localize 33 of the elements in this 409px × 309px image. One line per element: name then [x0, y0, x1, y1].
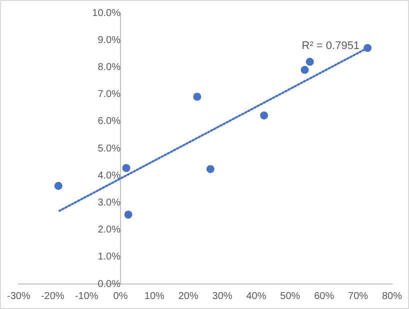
x-tick-label: 40% [246, 290, 266, 302]
point [193, 92, 202, 101]
point [260, 111, 268, 120]
x-tick-label: 60% [314, 290, 334, 302]
y-tick-label: 2.0% [98, 224, 121, 236]
x-tick-label: 0% [113, 290, 128, 302]
annotation: R² = 0.7951 [302, 40, 360, 52]
x-tick-label: 10% [144, 290, 165, 302]
x-tick-label: 30% [212, 290, 232, 302]
y-tick-label: 0.0% [98, 278, 121, 290]
point [306, 58, 314, 66]
y-tick-label: 10.0% [92, 8, 121, 19]
y-tick-label: 4.0% [98, 170, 121, 182]
point [364, 44, 372, 52]
y-tick-label: 5.0% [98, 143, 121, 154]
point [206, 165, 214, 174]
x-tick-label: 80% [382, 290, 402, 302]
y-tick-label: 3.0% [98, 197, 121, 208]
x-tick-label: 50% [280, 290, 300, 302]
y-tick-label: 1.0% [98, 252, 121, 263]
y-tick-label: 9.0% [98, 34, 121, 46]
x-tick-label: 20% [178, 290, 198, 302]
point [54, 182, 62, 190]
point [300, 66, 309, 74]
x-tick-label: -10% [74, 290, 98, 302]
point [124, 210, 132, 219]
x-tick-label: -20% [40, 290, 64, 302]
y-tick-label: 6.0% [98, 116, 121, 128]
x-tick-label: -30% [6, 290, 30, 302]
point [122, 164, 130, 172]
y-tick-label: 8.0% [98, 62, 121, 73]
y-tick-label: 7.0% [98, 89, 121, 100]
x-tick-label: 70% [348, 290, 368, 302]
